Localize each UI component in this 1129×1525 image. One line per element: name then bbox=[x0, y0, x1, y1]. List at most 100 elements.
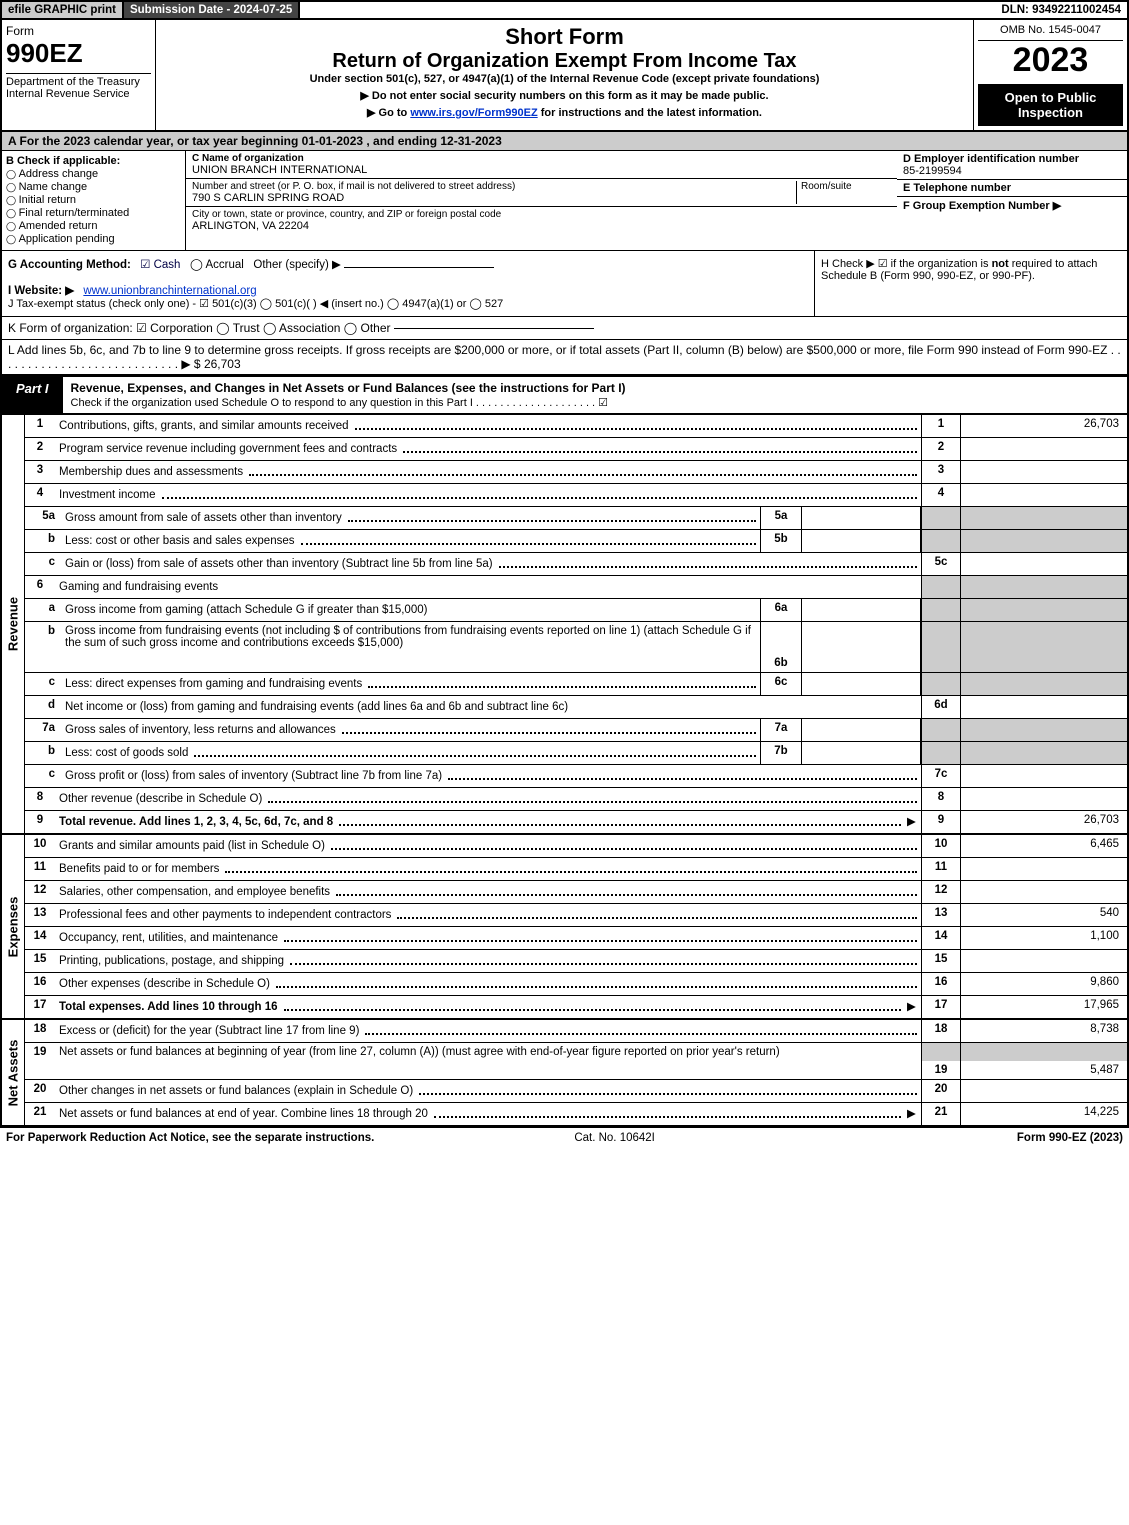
omb-number: OMB No. 1545-0047 bbox=[978, 24, 1123, 41]
short-form-title: Short Form bbox=[160, 24, 969, 50]
goto-prefix: ▶ Go to bbox=[367, 107, 410, 119]
chk-final-return[interactable]: Final return/terminated bbox=[6, 207, 181, 219]
row-5b: bLess: cost or other basis and sales exp… bbox=[25, 530, 1127, 553]
row-6c: cLess: direct expenses from gaming and f… bbox=[25, 673, 1127, 696]
row-14: 14Occupancy, rent, utilities, and mainte… bbox=[25, 927, 1127, 950]
cat-no: Cat. No. 10642I bbox=[574, 1132, 655, 1144]
expenses-side-label: Expenses bbox=[2, 835, 25, 1018]
goto-suffix: for instructions and the latest informat… bbox=[538, 107, 762, 119]
line-h: H Check ▶ ☑ if the organization is not r… bbox=[814, 251, 1127, 316]
line-j-text: J Tax-exempt status (check only one) - ☑… bbox=[8, 298, 503, 310]
org-name: UNION BRANCH INTERNATIONAL bbox=[192, 164, 891, 176]
form-footer-label: Form 990-EZ (2023) bbox=[1017, 1132, 1123, 1144]
row-15: 15Printing, publications, postage, and s… bbox=[25, 950, 1127, 973]
org-city: ARLINGTON, VA 22204 bbox=[192, 220, 891, 232]
irs-link[interactable]: www.irs.gov/Form990EZ bbox=[410, 107, 537, 119]
box-def: D Employer identification number 85-2199… bbox=[897, 151, 1127, 250]
ein-value: 85-2199594 bbox=[903, 165, 1121, 177]
goto-link-line: ▶ Go to www.irs.gov/Form990EZ for instru… bbox=[160, 106, 969, 119]
row-1: 1Contributions, gifts, grants, and simil… bbox=[25, 415, 1127, 438]
chk-initial-return[interactable]: Initial return bbox=[6, 194, 181, 206]
chk-application-pending[interactable]: Application pending bbox=[6, 233, 181, 245]
part1-label: Part I bbox=[2, 377, 63, 413]
row-7c: cGross profit or (loss) from sales of in… bbox=[25, 765, 1127, 788]
box-f-label: F Group Exemption Number ▶ bbox=[903, 199, 1121, 212]
row-6d: dNet income or (loss) from gaming and fu… bbox=[25, 696, 1127, 719]
arrow-icon: ▶ bbox=[905, 996, 921, 1018]
top-bar: efile GRAPHIC print Submission Date - 20… bbox=[0, 0, 1129, 20]
expenses-rows: 10Grants and similar amounts paid (list … bbox=[25, 835, 1127, 1018]
revenue-section: Revenue 1Contributions, gifts, grants, a… bbox=[0, 415, 1129, 835]
info-block: B Check if applicable: Address change Na… bbox=[0, 151, 1129, 251]
chk-cash[interactable]: ☑ Cash bbox=[140, 259, 180, 271]
dln-label: DLN: 93492211002454 bbox=[995, 2, 1127, 18]
box-c-addr-label: Number and street (or P. O. box, if mail… bbox=[192, 181, 796, 192]
efile-print-label[interactable]: efile GRAPHIC print bbox=[2, 2, 124, 18]
row-12: 12Salaries, other compensation, and empl… bbox=[25, 881, 1127, 904]
line-g: G Accounting Method: ☑ Cash ◯ Accrual Ot… bbox=[2, 251, 814, 316]
arrow-icon: ▶ bbox=[905, 1103, 921, 1125]
chk-name-change[interactable]: Name change bbox=[6, 181, 181, 193]
row-6: 6Gaming and fundraising events bbox=[25, 576, 1127, 599]
chk-other-specify[interactable]: Other (specify) ▶ bbox=[253, 259, 340, 271]
expenses-section: Expenses 10Grants and similar amounts pa… bbox=[0, 835, 1129, 1020]
line-k: K Form of organization: ☑ Corporation ◯ … bbox=[0, 317, 1129, 340]
page-footer: For Paperwork Reduction Act Notice, see … bbox=[0, 1127, 1129, 1148]
row-17: 17Total expenses. Add lines 10 through 1… bbox=[25, 996, 1127, 1018]
row-2: 2Program service revenue including gover… bbox=[25, 438, 1127, 461]
box-b-title: B Check if applicable: bbox=[6, 155, 181, 167]
other-specify-input[interactable] bbox=[344, 267, 494, 268]
other-org-input[interactable] bbox=[394, 328, 594, 329]
website-link[interactable]: www.unionbranchinternational.org bbox=[83, 285, 256, 297]
line-h-text1: H Check ▶ ☑ if the organization is bbox=[821, 258, 992, 270]
box-d: D Employer identification number 85-2199… bbox=[897, 151, 1127, 180]
box-e-label: E Telephone number bbox=[903, 182, 1121, 194]
revenue-rows: 1Contributions, gifts, grants, and simil… bbox=[25, 415, 1127, 833]
org-address: 790 S CARLIN SPRING ROAD bbox=[192, 192, 796, 204]
row-7b: bLess: cost of goods sold7b bbox=[25, 742, 1127, 765]
department-label: Department of the Treasury Internal Reve… bbox=[6, 73, 151, 100]
part1-header: Part I Revenue, Expenses, and Changes in… bbox=[0, 376, 1129, 415]
header-right: OMB No. 1545-0047 2023 Open to Public In… bbox=[974, 20, 1127, 130]
form-990ez-page: efile GRAPHIC print Submission Date - 20… bbox=[0, 0, 1129, 1148]
chk-accrual[interactable]: ◯ Accrual bbox=[190, 259, 244, 271]
row-16: 16Other expenses (describe in Schedule O… bbox=[25, 973, 1127, 996]
return-title: Return of Organization Exempt From Incom… bbox=[160, 50, 969, 73]
line-i-label: I Website: ▶ bbox=[8, 285, 74, 297]
line-h-not: not bbox=[992, 258, 1009, 270]
arrow-icon: ▶ bbox=[905, 811, 921, 833]
box-e: E Telephone number bbox=[897, 180, 1127, 197]
box-c-label: C Name of organization bbox=[192, 153, 891, 164]
box-d-label: D Employer identification number bbox=[903, 153, 1121, 165]
chk-amended-return[interactable]: Amended return bbox=[6, 220, 181, 232]
row-20: 20Other changes in net assets or fund ba… bbox=[25, 1080, 1127, 1103]
row-9: 9Total revenue. Add lines 1, 2, 3, 4, 5c… bbox=[25, 811, 1127, 833]
chk-address-change[interactable]: Address change bbox=[6, 168, 181, 180]
netassets-rows: 18Excess or (deficit) for the year (Subt… bbox=[25, 1020, 1127, 1125]
row-5a: 5aGross amount from sale of assets other… bbox=[25, 507, 1127, 530]
header-left: Form 990EZ Department of the Treasury In… bbox=[2, 20, 156, 130]
form-number: 990EZ bbox=[6, 38, 151, 69]
row-5c: cGain or (loss) from sale of assets othe… bbox=[25, 553, 1127, 576]
part1-title: Revenue, Expenses, and Changes in Net As… bbox=[63, 377, 1127, 413]
box-c: C Name of organization UNION BRANCH INTE… bbox=[186, 151, 897, 250]
row-18: 18Excess or (deficit) for the year (Subt… bbox=[25, 1020, 1127, 1043]
under-section-text: Under section 501(c), 527, or 4947(a)(1)… bbox=[160, 73, 969, 85]
row-10: 10Grants and similar amounts paid (list … bbox=[25, 835, 1127, 858]
row-13: 13Professional fees and other payments t… bbox=[25, 904, 1127, 927]
part1-sub: Check if the organization used Schedule … bbox=[71, 397, 609, 409]
box-b: B Check if applicable: Address change Na… bbox=[2, 151, 186, 250]
box-c-addr-row: Number and street (or P. O. box, if mail… bbox=[186, 179, 897, 207]
box-f: F Group Exemption Number ▶ bbox=[897, 197, 1127, 250]
room-suite-label: Room/suite bbox=[796, 181, 891, 204]
submission-date: Submission Date - 2024-07-25 bbox=[124, 2, 300, 18]
row-8: 8Other revenue (describe in Schedule O)8 bbox=[25, 788, 1127, 811]
tax-year: 2023 bbox=[978, 41, 1123, 80]
netassets-section: Net Assets 18Excess or (deficit) for the… bbox=[0, 1020, 1129, 1127]
netassets-side-label: Net Assets bbox=[2, 1020, 25, 1125]
row-21: 21Net assets or fund balances at end of … bbox=[25, 1103, 1127, 1125]
open-to-public: Open to Public Inspection bbox=[978, 84, 1123, 126]
row-11: 11Benefits paid to or for members11 bbox=[25, 858, 1127, 881]
line-k-text: K Form of organization: ☑ Corporation ◯ … bbox=[8, 321, 391, 335]
line-g-label: G Accounting Method: bbox=[8, 259, 131, 271]
